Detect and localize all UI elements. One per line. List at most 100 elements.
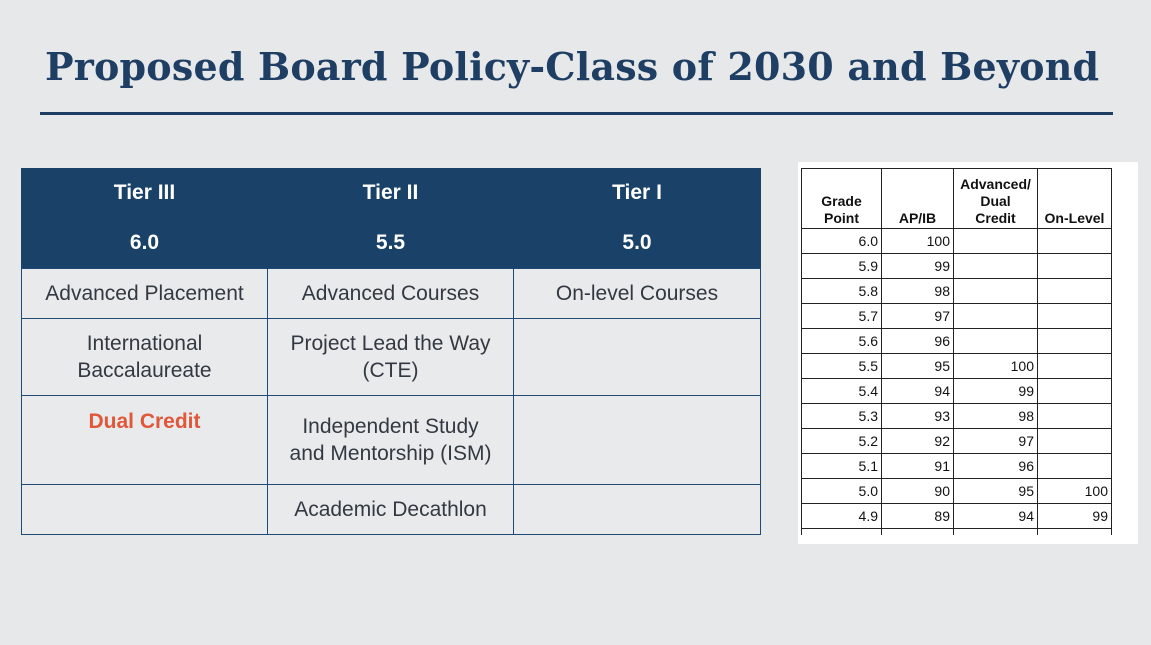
ap-ib-cell: 96 [881,328,954,354]
tier-table: Tier III Tier II Tier I 6.0 5.5 5.0 Adva… [21,168,761,535]
dual-credit-cell: Dual Credit [21,395,268,485]
advanced-dual-cell: 96 [953,453,1038,479]
page-title: Proposed Board Policy-Class of 2030 and … [45,44,1100,89]
tier-cell-line: Project Lead the Way [290,332,491,355]
table-row: 6.0 100 [801,228,1112,254]
on-level-cell [1037,453,1112,479]
tier-1-header: Tier I [513,168,761,218]
table-row: 5.8 98 [801,278,1112,304]
tier-cell-line: International [86,332,203,355]
on-level-cell: 100 [1037,478,1112,504]
header-line: Point [824,210,859,226]
ap-ib-cell: 90 [881,478,954,504]
empty-cell [953,528,1038,535]
empty-cell [1037,528,1112,535]
table-row: 5.2 92 97 [801,428,1112,454]
ap-ib-cell: 98 [881,278,954,304]
table-row: 5.3 93 98 [801,403,1112,429]
table-row: International Baccalaureate Project Lead… [21,318,761,396]
ap-ib-cell: 89 [881,503,954,529]
tier-cell-line: (CTE) [362,359,419,382]
header-line: AP/IB [898,210,937,226]
on-level-cell [1037,428,1112,454]
ap-ib-cell: 100 [881,228,954,254]
tier-cell: Academic Decathlon [267,484,514,535]
ap-ib-cell: 97 [881,303,954,329]
tier-2-header: Tier II [267,168,514,218]
grade-point-cell: 5.1 [801,453,882,479]
table-row: 4.9 89 94 99 [801,503,1112,529]
table-row: 5.9 99 [801,253,1112,279]
tier-cell: Advanced Courses [267,268,514,319]
on-level-cell: 99 [1037,503,1112,529]
table-row: 5.1 91 96 [801,453,1112,479]
tier-2-points: 5.5 [267,218,514,269]
grade-point-cell: 5.6 [801,328,882,354]
ap-ib-cell: 92 [881,428,954,454]
advanced-dual-cell: 94 [953,503,1038,529]
tier-cell: On-level Courses [513,268,761,319]
grade-point-cell: 5.4 [801,378,882,404]
tier-cell: Project Lead the Way (CTE) [267,318,514,396]
tier-cell-line: Independent Study [302,415,479,438]
table-row: Advanced Placement Advanced Courses On-l… [21,268,761,319]
table-row: 5.7 97 [801,303,1112,329]
grade-point-cell: 5.7 [801,303,882,329]
table-row-cutoff [801,528,1112,535]
advanced-dual-credit-header: Advanced/ Dual Credit [953,168,1038,229]
ap-ib-cell: 93 [881,403,954,429]
grade-table-panel: Grade Point AP/IB Advanced/ Dual Credit … [798,162,1138,544]
grade-point-cell: 5.3 [801,403,882,429]
advanced-dual-cell: 98 [953,403,1038,429]
empty-cell [881,528,954,535]
grade-point-cell: 6.0 [801,228,882,254]
table-row: 5.6 96 [801,328,1112,354]
on-level-cell [1037,378,1112,404]
advanced-dual-cell: 95 [953,478,1038,504]
title-divider [40,112,1113,115]
on-level-cell [1037,353,1112,379]
tier-cell [513,318,761,396]
table-row: Academic Decathlon [21,484,761,535]
tier-cell [513,395,761,485]
tier-cell [513,484,761,535]
tier-cell-line: Baccalaureate [77,359,212,382]
table-row: 5.5 95 100 [801,353,1112,379]
grade-point-cell: 5.2 [801,428,882,454]
ap-ib-cell: 91 [881,453,954,479]
header-line: Dual [980,193,1011,209]
grade-point-table: Grade Point AP/IB Advanced/ Dual Credit … [801,168,1112,535]
table-row: 5.0 90 95 100 [801,478,1112,504]
on-level-cell [1037,278,1112,304]
on-level-cell [1037,253,1112,279]
grade-point-cell: 5.0 [801,478,882,504]
header-line: Credit [975,210,1016,226]
advanced-dual-cell: 99 [953,378,1038,404]
empty-cell [801,528,882,535]
on-level-header: On-Level [1037,168,1112,229]
on-level-cell [1037,328,1112,354]
header-line: Advanced/ [960,176,1031,192]
grade-point-cell: 5.5 [801,353,882,379]
tier-3-points: 6.0 [21,218,268,269]
ap-ib-cell: 94 [881,378,954,404]
header-line: Grade [821,193,862,209]
tier-1-points: 5.0 [513,218,761,269]
table-row: Dual Credit Independent Study and Mentor… [21,395,761,485]
tier-3-header: Tier III [21,168,268,218]
advanced-dual-cell: 97 [953,428,1038,454]
tier-cell: Independent Study and Mentorship (ISM) [267,395,514,485]
advanced-dual-cell [953,328,1038,354]
on-level-cell [1037,403,1112,429]
on-level-cell [1037,303,1112,329]
grade-point-cell: 5.9 [801,253,882,279]
tier-cell: International Baccalaureate [21,318,268,396]
advanced-dual-cell [953,303,1038,329]
advanced-dual-cell [953,228,1038,254]
grade-point-header: Grade Point [801,168,882,229]
grade-point-cell: 4.9 [801,503,882,529]
grade-point-cell: 5.8 [801,278,882,304]
ap-ib-cell: 99 [881,253,954,279]
tier-cell [21,484,268,535]
on-level-cell [1037,228,1112,254]
